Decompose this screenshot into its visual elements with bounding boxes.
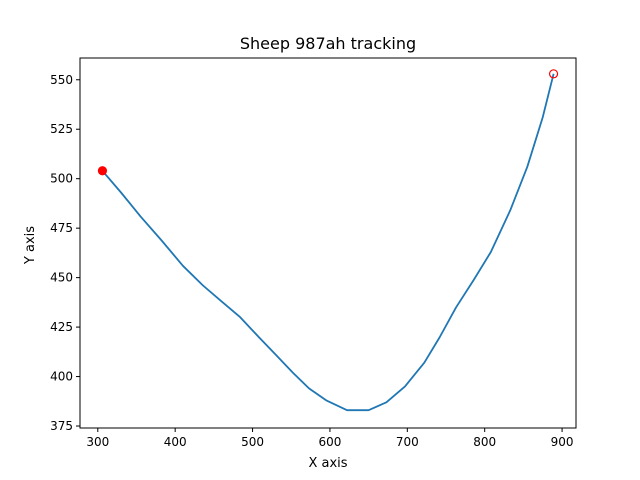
plot-layer: 300 400 500 600 700 800 900 375 400 425 450 475 500 5… [50, 69, 574, 449]
y-tick-label: 550 [50, 73, 73, 87]
series-line [101, 73, 555, 412]
start-point-marker [97, 166, 108, 176]
y-tick-label: 450 [50, 271, 73, 285]
y-tick-label: 500 [50, 172, 73, 186]
x-axis-label: X axis [308, 456, 347, 471]
x-tick-label: 300 [86, 435, 109, 449]
x-tick-label: 600 [318, 435, 341, 449]
y-tick-label: 375 [50, 419, 73, 433]
x-tick-label: 400 [164, 435, 187, 449]
end-point-marker [548, 69, 559, 79]
y-tick-label: 525 [50, 122, 73, 136]
y-tick-label: 400 [50, 370, 73, 384]
x-tick-label: 500 [241, 435, 264, 449]
x-tick-label: 900 [551, 435, 574, 449]
y-axis-label: Y axis [23, 226, 38, 265]
x-tick-label: 700 [396, 435, 419, 449]
plot-frame [79, 57, 577, 429]
y-tick-label: 475 [50, 221, 73, 235]
y-tick-label: 425 [50, 320, 73, 334]
x-tick-label: 800 [473, 435, 496, 449]
chart-title: Sheep 987ah tracking [240, 34, 416, 53]
